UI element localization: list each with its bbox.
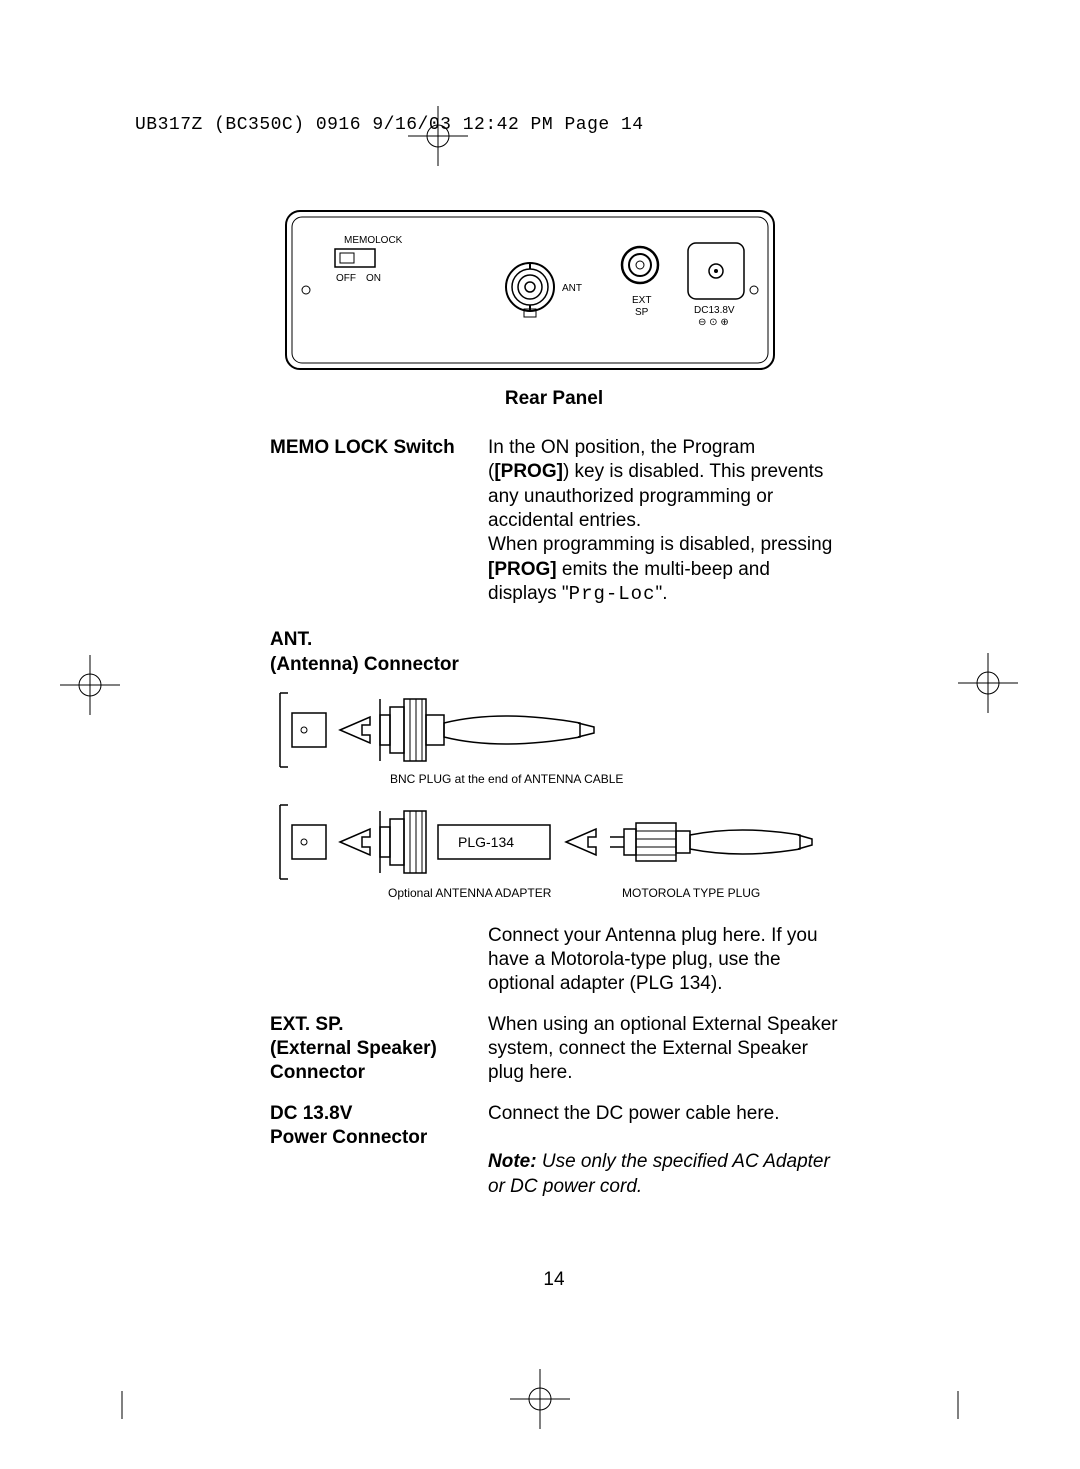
svg-text:Optional ANTENNA ADAPTER: Optional ANTENNA ADAPTER [388, 886, 552, 900]
registration-mark-right [958, 653, 1018, 713]
svg-text:SP: SP [635, 307, 649, 318]
page-number: 14 [270, 1269, 838, 1291]
def-ext-sp: EXT. SP. (External Speaker) Connector Wh… [270, 1013, 838, 1086]
memolock-label: MEMOLOCK [344, 235, 403, 246]
crop-mark-bl [102, 1379, 142, 1419]
memo-lock-desc: In the ON position, the Program ([PROG])… [488, 436, 838, 606]
registration-mark-top [408, 106, 468, 166]
svg-text:MOTOROLA TYPE PLUG: MOTOROLA TYPE PLUG [622, 886, 760, 900]
def-dc: DC 13.8V Power Connector Connect the DC … [270, 1102, 838, 1199]
memo-lock-term: MEMO LOCK Switch [270, 436, 488, 606]
antenna-diagram: BNC PLUG at the end of ANTENNA CABLE PLG… [270, 687, 830, 907]
svg-text:ON: ON [366, 273, 381, 284]
print-header: UB317Z (BC350C) 0916 9/16/03 12:42 PM Pa… [135, 115, 644, 135]
def-ant: Connect your Antenna plug here. If you h… [270, 924, 838, 997]
svg-text:DC13.8V: DC13.8V [694, 305, 735, 316]
dc-desc: Connect the DC power cable here. Note: U… [488, 1102, 838, 1199]
svg-text:EXT: EXT [632, 295, 651, 306]
svg-text:OFF: OFF [336, 273, 356, 284]
svg-text:BNC PLUG at the end of ANTENNA: BNC PLUG at the end of ANTENNA CABLE [390, 772, 623, 786]
svg-text:ANT: ANT [562, 283, 582, 294]
dc-term: DC 13.8V Power Connector [270, 1102, 488, 1199]
crop-mark-br [938, 1379, 978, 1419]
ext-sp-term: EXT. SP. (External Speaker) Connector [270, 1013, 488, 1086]
ant-heading: ANT. (Antenna) Connector [270, 628, 838, 677]
ext-sp-desc: When using an optional External Speaker … [488, 1013, 838, 1086]
def-memo-lock: MEMO LOCK Switch In the ON position, the… [270, 436, 838, 606]
ant-term-spacer [270, 924, 488, 997]
svg-text:⊖ ⊙ ⊕: ⊖ ⊙ ⊕ [698, 317, 729, 328]
ant-desc: Connect your Antenna plug here. If you h… [488, 924, 838, 997]
rear-panel-diagram: MEMOLOCK OFF ON ANT EXT SP DC13.8V ⊖ ⊙ ⊕ [280, 205, 780, 375]
crop-mark-tr [938, 92, 978, 132]
page-content: MEMOLOCK OFF ON ANT EXT SP DC13.8V ⊖ ⊙ ⊕… [270, 205, 838, 1291]
registration-mark-bottom [510, 1369, 570, 1429]
svg-text:PLG-134: PLG-134 [458, 834, 514, 850]
rear-panel-caption: Rear Panel [270, 388, 838, 410]
registration-mark-left [60, 655, 120, 715]
